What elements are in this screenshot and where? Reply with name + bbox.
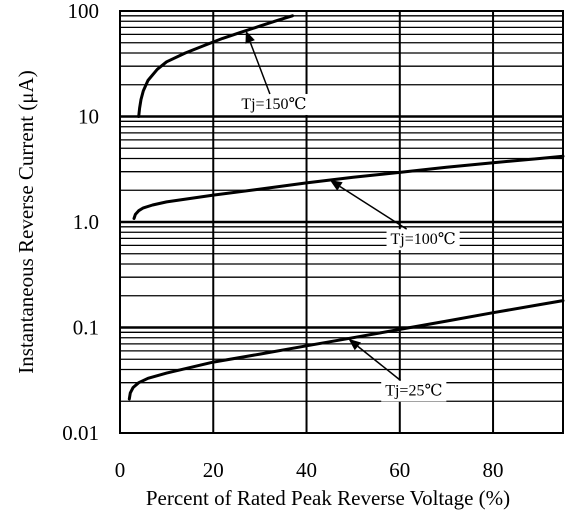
grid bbox=[120, 11, 563, 433]
annotations: Tj=150℃ Tj=100℃ Tj=25℃ bbox=[237, 30, 460, 402]
y-tick-label: 10 bbox=[78, 105, 99, 129]
series-curves bbox=[127, 14, 565, 401]
annotation-label-0: Tj=150℃ bbox=[241, 96, 306, 113]
y-tick-label: 0.01 bbox=[62, 421, 99, 445]
series-line-1 bbox=[132, 154, 565, 220]
x-tick-label: 0 bbox=[115, 458, 126, 482]
plot-frame bbox=[119, 10, 564, 434]
annotation-label-bg-2 bbox=[381, 380, 447, 402]
annotation-arrowhead-0 bbox=[245, 30, 255, 44]
x-axis-title: Percent of Rated Peak Reverse Voltage (%… bbox=[146, 486, 510, 510]
annotation-arrowhead-2 bbox=[348, 338, 361, 351]
y-tick-label: 1.0 bbox=[73, 210, 99, 234]
y-axis-title: Instantaneous Reverse Current (μA) bbox=[14, 70, 38, 373]
annotation-label-bg-0 bbox=[237, 93, 311, 115]
annotation-label-1: Tj=100℃ bbox=[391, 231, 456, 248]
annotation-leader-2 bbox=[357, 345, 402, 382]
y-tick-label: 100 bbox=[68, 0, 100, 23]
annotation-arrowhead-1 bbox=[329, 180, 343, 191]
x-tick-label: 60 bbox=[389, 458, 410, 482]
annotation-label-2: Tj=25℃ bbox=[385, 383, 442, 400]
annotation-leader-1 bbox=[339, 185, 408, 230]
x-tick-label: 40 bbox=[296, 458, 317, 482]
annotation-leader-0 bbox=[249, 41, 271, 95]
x-tick-label: 80 bbox=[483, 458, 504, 482]
x-tick-label: 20 bbox=[203, 458, 224, 482]
series-line-0 bbox=[137, 14, 294, 118]
annotation-label-bg-1 bbox=[386, 229, 460, 251]
series-line-2 bbox=[127, 299, 565, 401]
tick-labels: 0.01 0.1 1.0 10 100 0 20 40 60 80 bbox=[62, 0, 503, 482]
y-tick-label: 0.1 bbox=[73, 316, 99, 340]
